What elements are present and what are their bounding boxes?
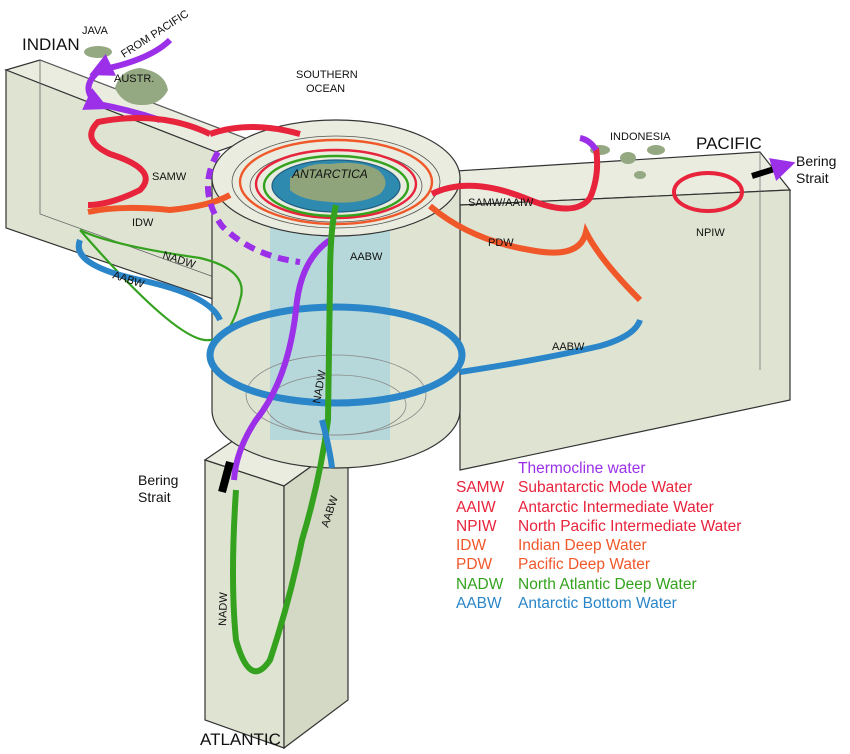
thermocline-atlantic [231, 237, 332, 481]
australia-land [115, 68, 168, 106]
label-nadw-atlantic: NADW [217, 591, 230, 626]
pdw-pacific [428, 203, 643, 303]
label-pacific: PACIFIC [696, 134, 762, 153]
label-austr: AUSTR. [114, 73, 154, 85]
atlantic-basin [203, 435, 350, 750]
legend-abbr: SAMW [456, 479, 505, 497]
legend-abbr: NPIW [456, 517, 497, 535]
aabw-southern-ring [206, 303, 466, 407]
label-bering-west-1: Bering [138, 472, 178, 488]
legend-row: NADW North Atlantic Deep Water [456, 575, 741, 594]
legend-row: SAMW Subantarctic Mode Water [456, 478, 741, 497]
samw-to-southern [209, 124, 301, 137]
label-southern: SOUTHERN [296, 69, 358, 81]
samw-indian [87, 115, 212, 208]
label-aabw-pacific: AABW [552, 341, 585, 353]
legend-name: Subantarctic Mode Water [518, 479, 693, 497]
bering-west-arrow [218, 460, 234, 494]
legend-row: IDW Indian Deep Water [456, 536, 741, 555]
label-bering-east-2: Strait [796, 170, 829, 186]
legend-name: Thermocline water [518, 460, 646, 477]
thermocline-pacific [579, 135, 599, 152]
label-nadw-column: NADW [311, 369, 329, 405]
label-samw-aaiw: SAMW/AAIW [468, 197, 534, 209]
pacific-basin [438, 151, 792, 471]
label-indonesia: INDONESIA [610, 131, 671, 143]
legend-abbr: IDW [456, 537, 487, 555]
aabw-atlantic-drop [319, 419, 335, 469]
legend-row: AAIW Antarctic Intermediate Water [456, 498, 741, 517]
label-idw: IDW [132, 217, 154, 229]
aabw-pacific [459, 318, 643, 375]
label-pdw: PDW [488, 237, 514, 249]
label-aabw-south: AABW [350, 251, 383, 263]
label-samw: SAMW [152, 171, 187, 183]
legend-abbr: NADW [456, 575, 504, 593]
npiw-loop [672, 171, 744, 213]
idw-indian [87, 192, 232, 215]
label-java: JAVA [82, 25, 109, 37]
nadw-column [230, 204, 339, 675]
legend-name: Antarctic Intermediate Water [518, 498, 714, 516]
thermocline-dashed [205, 150, 301, 265]
label-indian: INDIAN [22, 35, 80, 54]
legend-name: Antarctic Bottom Water [518, 595, 677, 613]
label-bering-west-2: Strait [138, 489, 171, 505]
legend: Thermocline water SAMW Subantarctic Mode W… [456, 459, 741, 613]
label-atlantic: ATLANTIC [200, 730, 281, 749]
legend-name: Pacific Deep Water [518, 556, 651, 574]
antarctica [271, 159, 401, 213]
label-antarctica: ANTARCTICA [291, 167, 368, 181]
aabw-indian [75, 238, 223, 322]
indian-basin [4, 59, 252, 301]
label-npiw: NPIW [696, 227, 725, 239]
nadw-indian [79, 229, 243, 342]
legend-name: Indian Deep Water [518, 537, 647, 555]
legend-row: PDW Pacific Deep Water [456, 555, 741, 574]
legend-name: North Atlantic Deep Water [518, 575, 697, 593]
samw-aaiw-pacific [430, 147, 601, 212]
label-bering-east-1: Bering [796, 153, 836, 169]
legend-row: AABW Antarctic Bottom Water [456, 594, 741, 613]
legend-name: North Pacific Intermediate Water [518, 517, 742, 535]
legend-row: NPIW North Pacific Intermediate Water [456, 517, 741, 536]
thermocline-indian [82, 37, 173, 123]
bering-east-arrow [751, 158, 796, 182]
legend-abbr: AAIW [456, 498, 496, 516]
legend-abbr: AABW [456, 595, 502, 613]
legend-abbr: PDW [456, 556, 493, 574]
java-island [84, 46, 112, 58]
label-ocean: OCEAN [306, 83, 345, 95]
legend-row: Thermocline water [456, 459, 741, 478]
